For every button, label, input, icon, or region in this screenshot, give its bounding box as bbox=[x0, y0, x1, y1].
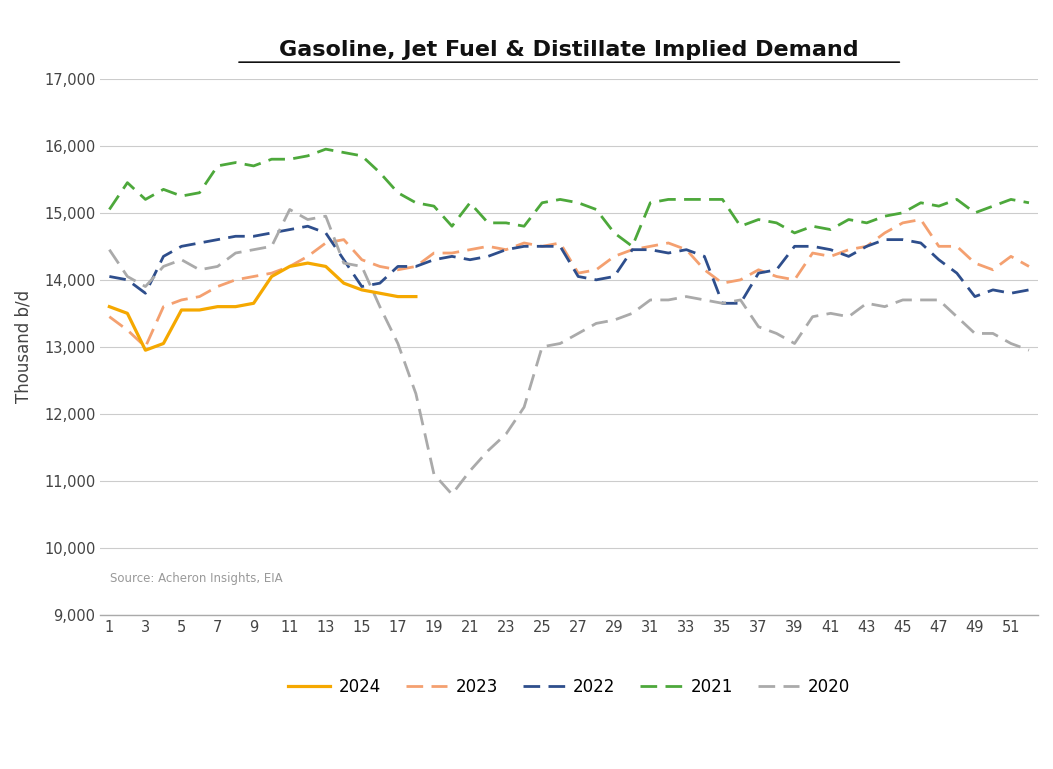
Legend: 2024, 2023, 2022, 2021, 2020: 2024, 2023, 2022, 2021, 2020 bbox=[282, 671, 857, 703]
Y-axis label: Thousand b/d: Thousand b/d bbox=[15, 290, 33, 404]
Text: Source: Acheron Insights, EIA: Source: Acheron Insights, EIA bbox=[110, 572, 282, 585]
Text: Gasoline, Jet Fuel & Distillate Implied Demand: Gasoline, Jet Fuel & Distillate Implied … bbox=[279, 40, 859, 60]
